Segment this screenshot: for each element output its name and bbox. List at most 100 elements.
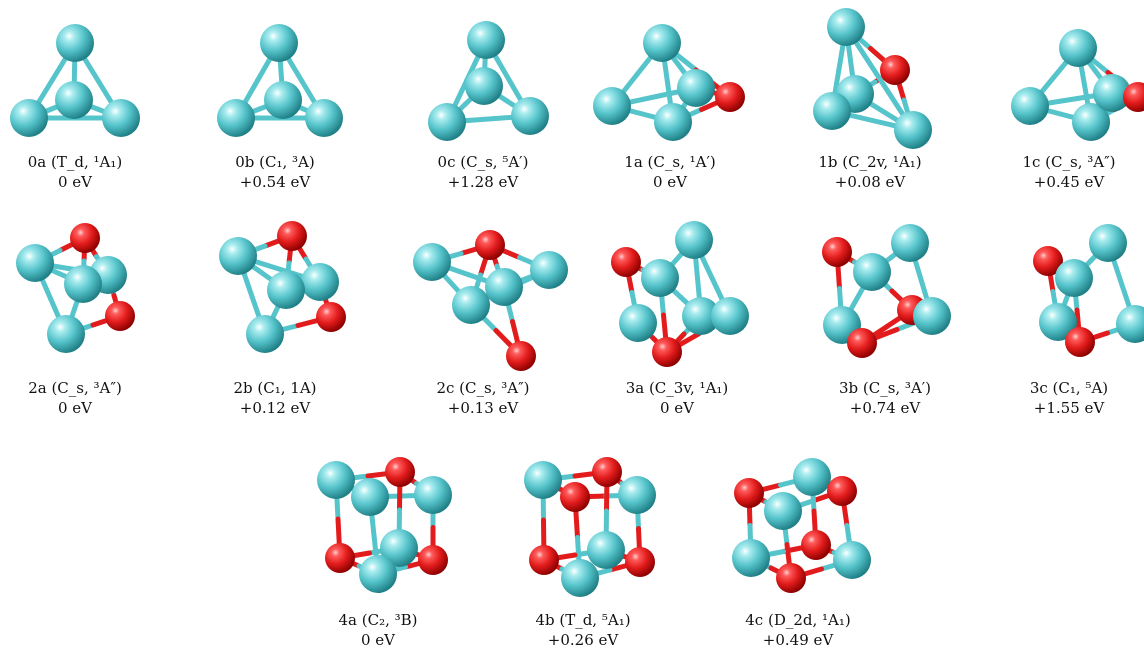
atom-red [105,301,135,331]
atom-teal [593,87,631,125]
atom-teal [428,103,466,141]
structure-label: 1b (C_2v, ¹A₁) [818,153,922,171]
atom-red [827,476,857,506]
caption-1a: 1a (C_s, ¹A′) 0 eV [595,152,745,192]
caption-4b: 4b (T_d, ⁵A₁) +0.26 eV [508,610,658,650]
atom-teal [641,259,679,297]
atom-teal [619,304,657,342]
atom-red [560,482,590,512]
structure-label: 1c (C_s, ³A″) [1022,153,1116,171]
atom-red [1033,246,1063,276]
atom-teal [465,67,503,105]
atom-teal [913,297,951,335]
structure-label: 0a (T_d, ¹A₁) [27,153,123,171]
atom-red [776,563,806,593]
caption-2a: 2a (C_s, ³A″) 0 eV [0,378,150,418]
caption-4a: 4a (C₂, ³B) 0 eV [303,610,453,650]
atom-red [316,302,346,332]
atom-red [529,545,559,575]
atom-teal [1011,87,1049,125]
atom-teal [682,297,720,335]
atom-teal [16,244,54,282]
caption-3c: 3c (C₁, ⁵A) +1.55 eV [994,378,1144,418]
atom-teal [813,92,851,130]
atom-teal [305,99,343,137]
atom-teal [1072,103,1110,141]
structure-energy: +0.49 eV [762,631,834,649]
atom-teal [561,559,599,597]
structure-energy: 0 eV [57,399,93,417]
structure-energy: 0 eV [360,631,396,649]
structure-label: 0c (C_s, ⁵A′) [437,153,529,171]
atom-red [715,82,745,112]
atom-teal [56,24,94,62]
atom-red [847,328,877,358]
atom-red [652,337,682,367]
atom-red [325,543,355,573]
atom-teal [102,99,140,137]
atom-teal [414,476,452,514]
atom-teal [359,555,397,593]
atom-teal [827,8,865,46]
atom-teal [654,103,692,141]
structure-energy: +1.28 eV [447,173,519,191]
atom-teal [1039,303,1077,341]
atom-red [418,545,448,575]
atom-teal [853,253,891,291]
atom-red [277,221,307,251]
structure-label: 0b (C₁, ³A) [235,153,315,171]
structure-energy: 0 eV [652,173,688,191]
structure-energy: +0.54 eV [239,173,311,191]
structure-label: 4b (T_d, ⁵A₁) [535,611,631,629]
atom-teal [467,21,505,59]
structure-energy: +0.08 eV [834,173,906,191]
atom-teal [301,263,339,301]
atom-teal [530,251,568,289]
structure-energy: 0 eV [57,173,93,191]
atom-teal [764,492,802,530]
atom-red [1123,82,1144,112]
caption-2b: 2b (C₁, 1A) +0.12 eV [200,378,350,418]
atom-teal [643,24,681,62]
caption-3b: 3b (C_s, ³A′) +0.74 eV [810,378,960,418]
caption-3a: 3a (C_3v, ¹A₁) 0 eV [602,378,752,418]
structure-label: 4c (D_2d, ¹A₁) [745,611,851,629]
atom-teal [524,461,562,499]
atom-teal [219,237,257,275]
atom-teal [675,221,713,259]
atom-teal [732,539,770,577]
atom-teal [677,69,715,107]
atom-teal [246,315,284,353]
atom-red [880,55,910,85]
atom-red [385,457,415,487]
atom-red [1065,327,1095,357]
caption-4c: 4c (D_2d, ¹A₁) +0.49 eV [723,610,873,650]
structure-energy: +0.13 eV [447,399,519,417]
structure-label: 2a (C_s, ³A″) [28,379,122,397]
atom-red [475,230,505,260]
caption-0a: 0a (T_d, ¹A₁) 0 eV [0,152,150,192]
atom-teal [55,81,93,119]
atom-teal [1055,259,1093,297]
atom-red [734,478,764,508]
structure-energy: +0.74 eV [849,399,921,417]
atom-red [506,341,536,371]
atom-teal [793,458,831,496]
atom-teal [1093,74,1131,112]
atom-teal [1059,29,1097,67]
structure-label: 2c (C_s, ³A″) [436,379,530,397]
caption-2c: 2c (C_s, ³A″) +0.13 eV [408,378,558,418]
atom-teal [380,529,418,567]
atom-red [625,547,655,577]
atom-red [822,237,852,267]
atom-teal [47,315,85,353]
caption-0b: 0b (C₁, ³A) +0.54 eV [200,152,350,192]
atom-teal [10,99,48,137]
atom-teal [413,243,451,281]
atom-teal [217,99,255,137]
caption-1c: 1c (C_s, ³A″) +0.45 eV [994,152,1144,192]
atom-teal [351,478,389,516]
structure-energy: +0.45 eV [1033,173,1105,191]
atom-teal [587,531,625,569]
